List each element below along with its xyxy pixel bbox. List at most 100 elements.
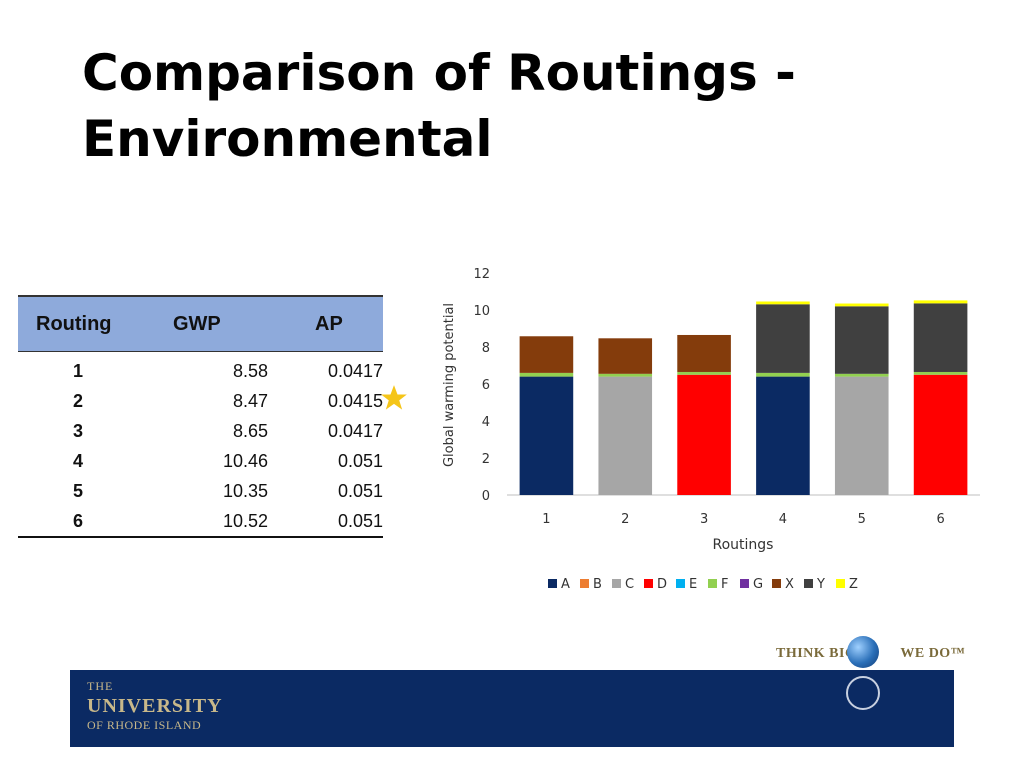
y-tick-label: 8 xyxy=(482,341,490,356)
table-row: 5 10.35 0.051 xyxy=(18,476,383,506)
cell-gwp: 8.58 xyxy=(232,360,268,381)
bar-segment-f-routing-1 xyxy=(519,372,574,377)
logo-line-2: UNIVERSITY xyxy=(87,695,223,717)
header-ap: AP xyxy=(268,295,383,352)
legend-swatch-d xyxy=(644,579,653,588)
table-row: 1 8.58 0.0417 xyxy=(18,352,383,387)
y-tick-label: 0 xyxy=(482,489,490,504)
bar-segment-y-routing-5 xyxy=(834,306,889,374)
bar-segment-x-routing-3 xyxy=(677,334,731,372)
routing-table: Routing GWP AP 1 8.58 0.0417 2 8.47 0.04… xyxy=(18,295,383,538)
title-line-1: Comparison of Routings - xyxy=(82,44,796,102)
bar-segment-f-routing-6 xyxy=(913,371,968,375)
cell-ap: 0.051 xyxy=(337,480,383,501)
y-tick-label: 4 xyxy=(482,415,490,430)
cell-gwp: 10.35 xyxy=(222,480,268,501)
legend-label-f: F xyxy=(721,577,728,592)
cell-gwp: 8.65 xyxy=(232,420,268,441)
legend-swatch-a xyxy=(548,579,557,588)
y-tick-label: 6 xyxy=(482,378,490,393)
legend-swatch-c xyxy=(612,579,621,588)
bar-segment-f-routing-4 xyxy=(756,372,810,377)
bar-segment-z-routing-6 xyxy=(913,300,968,304)
logo-line-3: OF RHODE ISLAND xyxy=(87,718,202,732)
cell-gwp: 10.52 xyxy=(138,506,268,538)
bar-segment-f-routing-5 xyxy=(834,373,889,377)
bar-segment-x-routing-2 xyxy=(598,338,653,374)
university-logo: THE UNIVERSITY OF RHODE ISLAND xyxy=(87,679,223,733)
table-header-row: Routing GWP AP xyxy=(18,295,383,352)
bar-segment-x-routing-1 xyxy=(519,336,574,373)
legend-label-y: Y xyxy=(816,577,825,592)
bar-segment-c-routing-2 xyxy=(598,376,653,495)
y-tick-label: 12 xyxy=(473,267,490,282)
x-axis-label: Routings xyxy=(713,537,774,553)
bar-segment-d-routing-3 xyxy=(677,374,731,495)
legend-label-e: E xyxy=(689,577,697,592)
tagline: THINK BIG WE DO™ xyxy=(776,646,965,662)
title-line-2: Environmental xyxy=(82,110,493,168)
x-tick-label: 4 xyxy=(779,512,787,527)
bar-segment-a-routing-4 xyxy=(756,376,810,495)
legend-label-d: D xyxy=(657,577,667,592)
y-tick-label: 10 xyxy=(473,304,490,319)
bar-segment-a-routing-1 xyxy=(519,376,574,495)
university-footer: THE UNIVERSITY OF RHODE ISLAND xyxy=(70,670,954,747)
bar-segment-z-routing-4 xyxy=(756,301,810,305)
legend-label-x: X xyxy=(785,577,794,592)
cell-gwp: 8.47 xyxy=(232,390,268,411)
bar-segment-f-routing-3 xyxy=(677,371,731,375)
x-tick-label: 6 xyxy=(936,512,944,527)
star-icon xyxy=(381,385,407,410)
logo-line-1: THE xyxy=(87,679,114,693)
bar-segment-d-routing-6 xyxy=(913,374,968,495)
cell-ap: 0.0417 xyxy=(327,420,383,441)
cell-routing: 5 xyxy=(72,480,83,501)
legend-swatch-z xyxy=(836,579,845,588)
x-tick-label: 2 xyxy=(621,512,629,527)
y-axis-label: Global warming potential xyxy=(442,303,457,467)
cell-gwp: 10.46 xyxy=(222,450,268,471)
globe-icon xyxy=(847,636,879,668)
legend-label-a: A xyxy=(561,577,570,592)
legend-swatch-e xyxy=(676,579,685,588)
legend-label-g: G xyxy=(753,577,763,592)
legend-label-c: C xyxy=(625,577,634,592)
legend-swatch-g xyxy=(740,579,749,588)
table-row: 4 10.46 0.051 xyxy=(18,446,383,476)
tagline-left: THINK BIG xyxy=(776,646,857,661)
table-row: 3 8.65 0.0417 xyxy=(18,416,383,446)
legend-swatch-x xyxy=(772,579,781,588)
cell-ap: 0.051 xyxy=(268,506,383,538)
legend-swatch-b xyxy=(580,579,589,588)
university-seal-icon xyxy=(846,676,880,710)
legend-label-b: B xyxy=(593,577,602,592)
cell-routing: 4 xyxy=(72,450,83,471)
bar-segment-c-routing-5 xyxy=(834,376,889,495)
tagline-right: WE DO™ xyxy=(900,646,966,661)
cell-routing: 6 xyxy=(18,506,138,538)
bar-segment-y-routing-6 xyxy=(913,303,968,372)
x-tick-label: 1 xyxy=(542,512,550,527)
cell-ap: 0.051 xyxy=(337,450,383,471)
legend-swatch-f xyxy=(708,579,717,588)
table-row: 6 10.52 0.051 xyxy=(18,506,383,538)
y-tick-label: 2 xyxy=(482,452,490,467)
bar-segment-y-routing-4 xyxy=(756,304,810,373)
slide-title: Comparison of Routings - Environmental xyxy=(82,40,982,172)
bar-segment-z-routing-5 xyxy=(834,303,889,307)
cell-ap: 0.0415 xyxy=(327,390,383,411)
x-tick-label: 3 xyxy=(700,512,708,527)
cell-routing: 3 xyxy=(72,420,83,441)
header-gwp: GWP xyxy=(138,295,268,352)
table-row: 2 8.47 0.0415 xyxy=(18,386,383,416)
cell-routing: 2 xyxy=(72,390,83,411)
cell-ap: 0.0417 xyxy=(327,360,383,381)
header-routing: Routing xyxy=(18,295,138,352)
cell-routing: 1 xyxy=(72,360,83,381)
legend-label-z: Z xyxy=(849,577,858,592)
x-tick-label: 5 xyxy=(858,512,866,527)
bar-segment-f-routing-2 xyxy=(598,373,653,377)
legend-swatch-y xyxy=(804,579,813,588)
